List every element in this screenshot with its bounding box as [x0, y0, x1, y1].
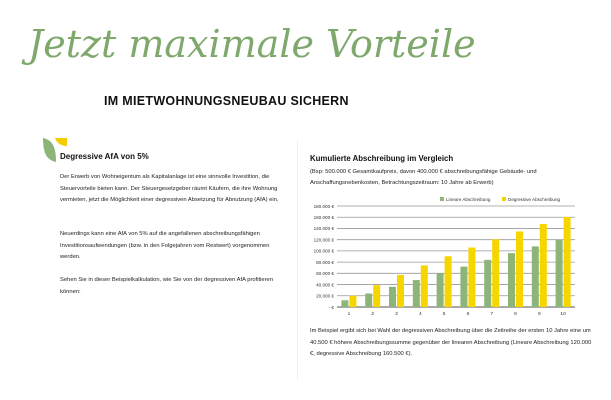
bar-degressive — [563, 216, 571, 307]
x-tick-label: 9 — [538, 311, 541, 317]
y-tick-label: 120.000 € — [314, 237, 335, 242]
bar-linear — [531, 246, 539, 307]
x-tick-label: 4 — [419, 311, 422, 317]
x-tick-label: 5 — [443, 311, 446, 317]
bar-linear — [412, 280, 420, 307]
y-tick-label: 180.000 € — [314, 204, 335, 209]
bar-degressive — [397, 274, 404, 307]
bar-degressive — [420, 265, 428, 307]
x-tick-label: 8 — [514, 311, 517, 317]
bar-linear — [389, 286, 396, 307]
x-tick-label: 3 — [395, 311, 398, 317]
legend-label: Lineare Abschreibung — [446, 197, 491, 202]
x-tick-label: 10 — [560, 311, 566, 317]
bar-linear — [484, 259, 492, 307]
paragraph-2: Neuerdings kann eine AfA von 5% auf die … — [60, 231, 270, 261]
y-tick-label: 60.000 € — [316, 271, 334, 276]
x-tick-label: 6 — [467, 311, 470, 317]
bar-degressive — [492, 239, 500, 307]
bar-linear — [436, 273, 444, 307]
legend-label: Degressive Abschreibung — [508, 197, 561, 202]
column-divider — [297, 140, 298, 380]
script-title: Jetzt maximale Vorteile — [28, 22, 476, 66]
bar-linear — [341, 300, 349, 307]
y-tick-label: - € — [329, 305, 335, 310]
chart-subheading: (Bsp: 500.000 € Gesamtkaufpreis, davon 4… — [310, 169, 537, 187]
y-tick-label: 140.000 € — [314, 226, 335, 231]
chart-heading: Kumulierte Abschreibung im Vergleich — [310, 154, 454, 163]
y-tick-label: 160.000 € — [314, 215, 335, 220]
bar-degressive — [349, 295, 357, 307]
y-tick-label: 80.000 € — [316, 260, 334, 265]
x-tick-label: 7 — [490, 311, 493, 317]
left-heading: Degressive AfA von 5% — [60, 152, 149, 161]
bar-degressive — [539, 224, 547, 307]
bar-linear — [508, 253, 515, 307]
leaf-logo-icon — [43, 138, 67, 162]
bar-degressive — [373, 285, 381, 307]
x-tick-label: 2 — [371, 311, 374, 317]
bar-linear — [460, 266, 468, 307]
y-tick-label: 20.000 € — [316, 294, 334, 299]
bar-degressive — [444, 256, 452, 307]
legend-swatch — [440, 197, 444, 201]
bar-degressive — [516, 231, 523, 307]
legend-swatch — [502, 197, 506, 201]
y-tick-label: 100.000 € — [314, 249, 335, 254]
bar-linear — [365, 293, 373, 307]
chart-footer-text: Im Beispiel ergibt sich bei Wahl der deg… — [310, 328, 592, 358]
paragraph-3: Sehen Sie in dieser Beispielkalkulation,… — [60, 277, 273, 295]
y-tick-label: 40.000 € — [316, 282, 334, 287]
bar-degressive — [468, 247, 476, 307]
bar-linear — [555, 239, 563, 307]
paragraph-1: Der Erwerb von Wohneigentum als Kapitala… — [60, 174, 279, 204]
x-tick-label: 1 — [348, 311, 351, 317]
subtitle: IM MIETWOHNUNGSNEUBAU SICHERN — [104, 94, 349, 108]
bar-chart: - € 20.000 € 40.000 € 60.000 € 80.000 € 100.0… — [314, 197, 575, 317]
